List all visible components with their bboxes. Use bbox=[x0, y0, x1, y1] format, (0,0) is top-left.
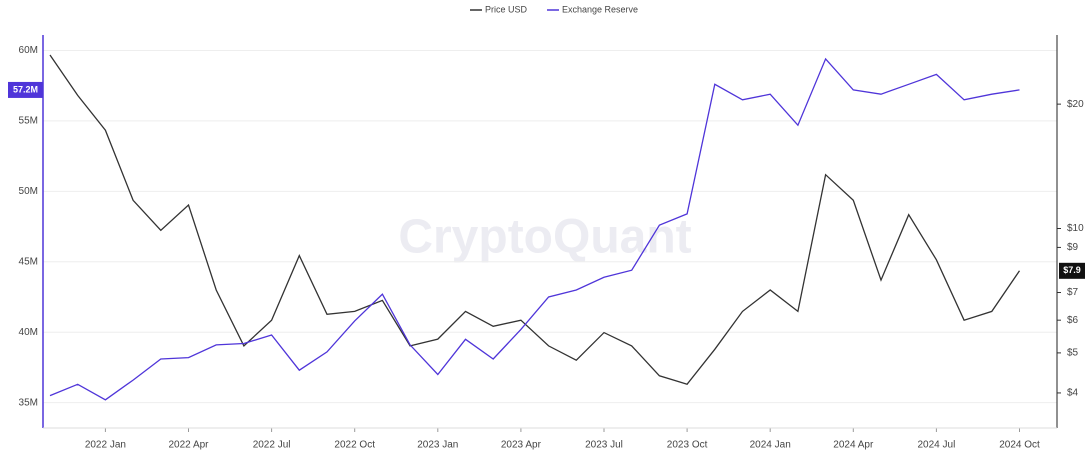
y2-tick-label: $20 bbox=[1067, 99, 1084, 110]
y2-tick-label: $4 bbox=[1067, 388, 1079, 399]
x-tick-label: 2022 Apr bbox=[168, 440, 209, 451]
x-tick-label: 2023 Oct bbox=[667, 440, 708, 451]
y2-tick-label: $9 bbox=[1067, 242, 1079, 253]
last-value-label: 57.2M bbox=[13, 84, 38, 94]
last-value-label: $7.9 bbox=[1063, 265, 1081, 275]
legend-label: Exchange Reserve bbox=[562, 4, 638, 14]
y2-tick-label: $5 bbox=[1067, 348, 1079, 359]
y2-tick-label: $7 bbox=[1067, 287, 1079, 298]
y-tick-label: 50M bbox=[19, 186, 38, 197]
x-tick-label: 2023 Jul bbox=[585, 440, 623, 451]
x-tick-label: 2024 Jan bbox=[750, 440, 791, 451]
legend-label: Price USD bbox=[485, 4, 528, 14]
series-line bbox=[49, 57, 1020, 401]
x-tick-label: 2024 Apr bbox=[833, 440, 874, 451]
y2-tick-label: $10 bbox=[1067, 223, 1084, 234]
y-tick-label: 55M bbox=[19, 116, 38, 127]
y-tick-label: 40M bbox=[19, 327, 38, 338]
last-value-badge bbox=[1059, 262, 1085, 279]
x-tick-label: 2023 Jan bbox=[417, 440, 458, 451]
x-tick-label: 2024 Jul bbox=[917, 440, 955, 451]
y-tick-label: 35M bbox=[19, 397, 38, 408]
y-tick-label: 60M bbox=[19, 45, 38, 56]
y2-tick-label: $6 bbox=[1067, 315, 1079, 326]
x-tick-label: 2024 Oct bbox=[999, 440, 1040, 451]
series-line bbox=[49, 54, 1021, 385]
x-tick-label: 2022 Jan bbox=[85, 440, 126, 451]
y-tick-label: 45M bbox=[19, 256, 38, 267]
last-value-badge bbox=[8, 81, 43, 98]
x-tick-label: 2022 Oct bbox=[334, 440, 375, 451]
x-tick-label: 2023 Apr bbox=[501, 440, 542, 451]
x-tick-label: 2022 Jul bbox=[253, 440, 291, 451]
watermark: CryptoQuant bbox=[398, 211, 691, 264]
